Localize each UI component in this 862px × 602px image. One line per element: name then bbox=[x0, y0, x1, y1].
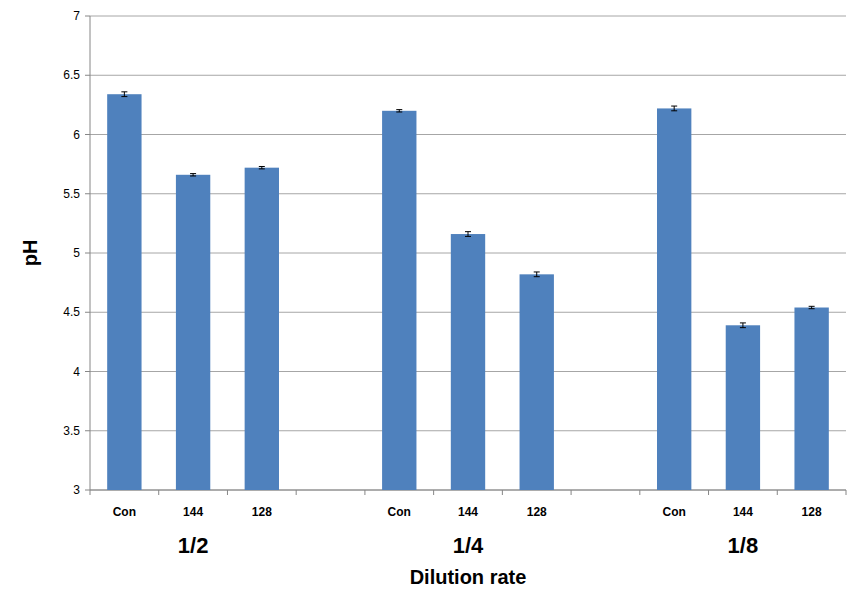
y-tick-label: 4 bbox=[73, 365, 80, 379]
group-label: 1/8 bbox=[728, 533, 759, 558]
y-tick-label: 6 bbox=[73, 128, 80, 142]
error-bar bbox=[740, 323, 746, 328]
bar bbox=[245, 168, 279, 490]
bar bbox=[657, 108, 691, 490]
error-cap bbox=[259, 168, 265, 169]
y-tick bbox=[85, 193, 90, 194]
y-tick bbox=[85, 253, 90, 254]
bars bbox=[107, 92, 829, 490]
error-cap bbox=[190, 173, 196, 174]
y-tick bbox=[85, 371, 90, 372]
error-cap bbox=[534, 276, 540, 277]
error-bar bbox=[671, 106, 677, 111]
x-tick-label: 128 bbox=[802, 505, 822, 519]
x-tick-label: 144 bbox=[458, 505, 478, 519]
error-cap bbox=[121, 96, 127, 97]
x-tick bbox=[708, 490, 709, 495]
y-tick-label: 3.5 bbox=[63, 424, 80, 438]
x-tick-label: Con bbox=[113, 505, 136, 519]
y-tick bbox=[85, 430, 90, 431]
x-tick bbox=[502, 490, 503, 495]
error-bar bbox=[121, 92, 127, 97]
group-label: 1/4 bbox=[453, 533, 484, 558]
error-cap bbox=[534, 271, 540, 272]
bar bbox=[520, 274, 554, 490]
error-stem bbox=[674, 106, 675, 111]
error-stem bbox=[468, 232, 469, 237]
x-tick-label: 128 bbox=[527, 505, 547, 519]
error-bar bbox=[190, 174, 196, 176]
y-tick-label: 4.5 bbox=[63, 305, 80, 319]
error-bar bbox=[396, 110, 402, 112]
error-cap bbox=[259, 166, 265, 167]
y-tick-label: 3 bbox=[73, 483, 80, 497]
bar bbox=[451, 234, 485, 490]
y-axis bbox=[90, 16, 91, 490]
grid-line bbox=[90, 75, 846, 76]
y-tick-label: 6.5 bbox=[63, 68, 80, 82]
bar bbox=[726, 325, 760, 490]
x-tick bbox=[158, 490, 159, 495]
x-tick bbox=[777, 490, 778, 495]
bar bbox=[382, 111, 416, 490]
x-tick bbox=[846, 490, 847, 495]
chart: 3 3.5 4 4.5 5 5.5 6 6.5 7 Con 144 128 Con 144 128 Con 14… bbox=[0, 0, 862, 602]
x-tick bbox=[227, 490, 228, 495]
error-stem bbox=[742, 323, 743, 328]
y-tick bbox=[85, 312, 90, 313]
error-stem bbox=[124, 92, 125, 97]
error-cap bbox=[671, 106, 677, 107]
x-tick bbox=[90, 490, 91, 495]
error-bar bbox=[534, 272, 540, 277]
error-cap bbox=[740, 322, 746, 323]
error-cap bbox=[671, 110, 677, 111]
x-tick bbox=[433, 490, 434, 495]
error-cap bbox=[465, 236, 471, 237]
y-axis-title: pH bbox=[19, 240, 41, 267]
error-cap bbox=[396, 111, 402, 112]
x-tick-label: 144 bbox=[183, 505, 203, 519]
error-cap bbox=[809, 308, 815, 309]
x-tick-label: 144 bbox=[733, 505, 753, 519]
bar bbox=[107, 94, 141, 490]
error-bar bbox=[465, 232, 471, 237]
error-bar bbox=[259, 166, 265, 168]
error-cap bbox=[121, 91, 127, 92]
grid-line bbox=[90, 16, 846, 17]
error-cap bbox=[809, 306, 815, 307]
x-tick-label: 128 bbox=[252, 505, 272, 519]
error-stem bbox=[536, 272, 537, 277]
x-tick bbox=[364, 490, 365, 495]
y-tick-label: 7 bbox=[73, 9, 80, 23]
x-tick-label: Con bbox=[663, 505, 686, 519]
x-tick bbox=[571, 490, 572, 495]
y-tick bbox=[85, 490, 90, 491]
error-cap bbox=[740, 327, 746, 328]
x-tick-label: Con bbox=[388, 505, 411, 519]
y-tick-label: 5 bbox=[73, 246, 80, 260]
x-tick bbox=[639, 490, 640, 495]
error-cap bbox=[396, 109, 402, 110]
bar bbox=[176, 175, 210, 490]
y-tick bbox=[85, 134, 90, 135]
grid-line bbox=[90, 134, 846, 135]
y-tick-label: 5.5 bbox=[63, 187, 80, 201]
y-tick bbox=[85, 75, 90, 76]
group-label: 1/2 bbox=[178, 533, 209, 558]
error-cap bbox=[190, 175, 196, 176]
bar bbox=[794, 308, 828, 490]
error-cap bbox=[465, 231, 471, 232]
y-tick bbox=[85, 16, 90, 17]
x-axis-title: Dilution rate bbox=[410, 566, 527, 588]
x-tick bbox=[296, 490, 297, 495]
error-bar bbox=[809, 306, 815, 308]
